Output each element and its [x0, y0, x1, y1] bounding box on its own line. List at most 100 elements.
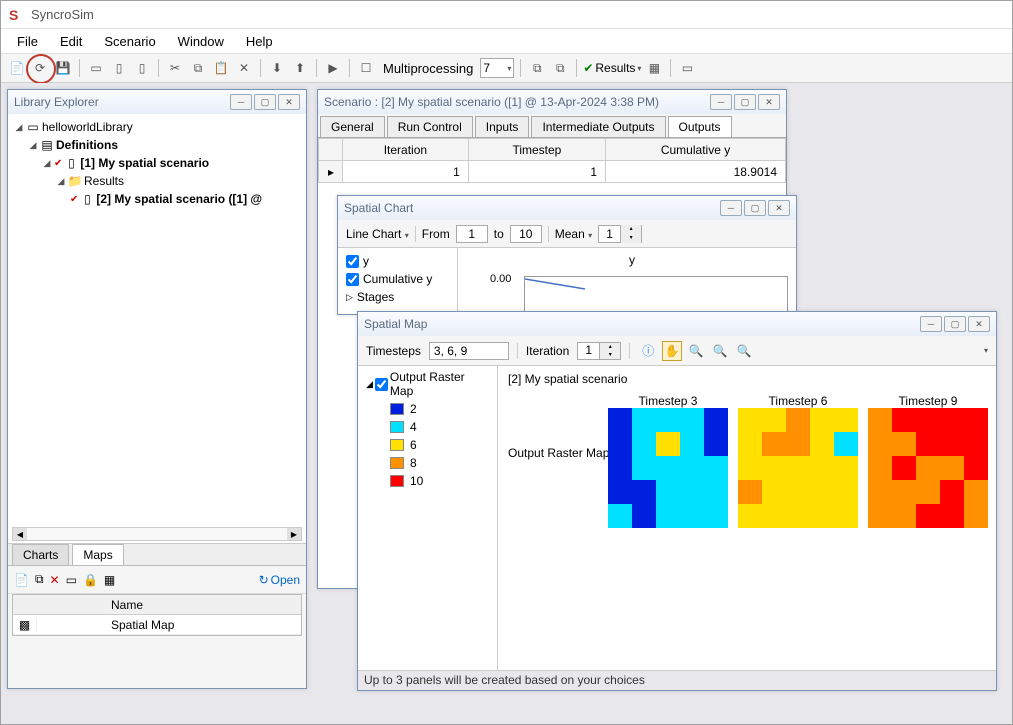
app-window: S SyncroSim File Edit Scenario Window He… — [0, 0, 1013, 725]
chart-title: Spatial Chart — [344, 201, 413, 215]
tree-definitions[interactable]: Definitions — [56, 138, 118, 152]
close-button[interactable]: ✕ — [278, 94, 300, 110]
maximize-button[interactable]: ▢ — [254, 94, 276, 110]
mp-count-input[interactable]: 7▾ — [480, 58, 514, 78]
maximize-button[interactable]: ▢ — [744, 200, 766, 216]
line-chart-dropdown[interactable]: Line Chart ▾ — [346, 227, 409, 241]
copy2-icon[interactable]: ⧉ — [527, 58, 547, 78]
raster-3 — [868, 408, 988, 528]
save-icon[interactable]: 💾 — [53, 58, 73, 78]
from-input[interactable] — [456, 225, 488, 243]
doc2-icon[interactable]: ▯ — [132, 58, 152, 78]
result-icon: ▯ — [80, 192, 94, 206]
tab-run-control[interactable]: Run Control — [387, 116, 473, 137]
import-icon[interactable]: ⬇ — [267, 58, 287, 78]
maximize-button[interactable]: ▢ — [944, 316, 966, 332]
map-item-icon: ▩ — [19, 618, 30, 632]
cut-icon[interactable]: ✂ — [165, 58, 185, 78]
library-tree: ◢▭helloworldLibrary ◢▤Definitions ◢✔▯[1]… — [8, 114, 306, 212]
menu-help[interactable]: Help — [236, 32, 283, 51]
legend-item: 6 — [366, 436, 489, 454]
play-icon[interactable]: ▶ — [323, 58, 343, 78]
tree-results[interactable]: Results — [84, 174, 124, 188]
tab-charts[interactable]: Charts — [12, 544, 69, 565]
open-button[interactable]: ↻ Open — [259, 573, 300, 587]
col-timestep: Timestep — [468, 139, 605, 161]
table-row[interactable]: ▸ 1 1 18.9014 — [319, 161, 786, 183]
doc1-icon[interactable]: ▯ — [109, 58, 129, 78]
db-icon[interactable]: ▭ — [86, 58, 106, 78]
menu-window[interactable]: Window — [168, 32, 234, 51]
close-button[interactable]: ✕ — [758, 94, 780, 110]
cumy-checkbox[interactable]: Cumulative y — [346, 270, 449, 288]
grid-map-icon[interactable]: ▦ — [104, 573, 115, 587]
tree-scenario1[interactable]: [1] My spatial scenario — [80, 156, 209, 170]
legend-item: 2 — [366, 400, 489, 418]
zoom-in-icon[interactable]: 🔍 — [710, 341, 730, 361]
col-cumy: Cumulative y — [606, 139, 786, 161]
zoom-out-icon[interactable]: 🔍 — [686, 341, 706, 361]
to-input[interactable] — [510, 225, 542, 243]
pan-icon[interactable]: ✋ — [662, 341, 682, 361]
tab-inputs[interactable]: Inputs — [475, 116, 530, 137]
copy3-icon[interactable]: ⧉ — [550, 58, 570, 78]
menu-scenario[interactable]: Scenario — [94, 32, 165, 51]
mean-spin[interactable]: 1▴▾ — [598, 225, 642, 243]
tree-scenario2[interactable]: [2] My spatial scenario ([1] @ — [96, 192, 262, 206]
minimize-button[interactable]: ─ — [230, 94, 252, 110]
stages-item[interactable]: ▷ Stages — [346, 288, 449, 306]
export-icon[interactable]: ⬆ — [290, 58, 310, 78]
copy-icon[interactable]: ⧉ — [188, 58, 208, 78]
run-icon[interactable]: ⟳ — [30, 58, 50, 78]
tree-library[interactable]: helloworldLibrary — [42, 120, 133, 134]
new-map-icon[interactable]: 📄 — [14, 573, 29, 587]
lock-map-icon[interactable]: 🔒 — [83, 573, 98, 587]
menu-file[interactable]: File — [7, 32, 48, 51]
map-row[interactable]: ▩Spatial Map — [13, 615, 301, 635]
paste-icon[interactable]: 📋 — [211, 58, 231, 78]
tab-general[interactable]: General — [320, 116, 385, 137]
map-row-label: Output Raster Map — [508, 446, 609, 460]
dup-map-icon[interactable]: ⧉ — [35, 572, 44, 587]
mean-dropdown[interactable]: Mean ▾ — [555, 227, 592, 241]
map-title: Spatial Map — [364, 317, 427, 331]
raster-2 — [738, 408, 858, 528]
library-icon: ▭ — [26, 120, 40, 134]
minimize-button[interactable]: ─ — [710, 94, 732, 110]
zoom-icon[interactable]: 🔍 — [734, 341, 754, 361]
menu-edit[interactable]: Edit — [50, 32, 92, 51]
library-explorer-window: Library Explorer ─ ▢ ✕ ◢▭helloworldLibra… — [7, 89, 307, 689]
window-icon[interactable]: ▭ — [677, 58, 697, 78]
close-button[interactable]: ✕ — [968, 316, 990, 332]
tab-intermediate[interactable]: Intermediate Outputs — [531, 116, 665, 137]
info-icon[interactable]: ⓘ — [638, 341, 658, 361]
y-checkbox[interactable]: y — [346, 252, 449, 270]
tab-outputs[interactable]: Outputs — [668, 116, 732, 137]
spatial-chart-window: Spatial Chart ─ ▢ ✕ Line Chart ▾ From to — [337, 195, 797, 315]
ts-label-1: Timestep 3 — [608, 394, 728, 408]
minimize-button[interactable]: ─ — [920, 316, 942, 332]
square-icon[interactable]: ☐ — [356, 58, 376, 78]
chart-plot — [524, 276, 788, 312]
iteration-spin[interactable]: 1▴▾ — [577, 342, 621, 360]
minimize-button[interactable]: ─ — [720, 200, 742, 216]
timesteps-input[interactable] — [429, 342, 509, 360]
del-map-icon[interactable]: ✕ — [50, 573, 60, 587]
y-axis-label: 0.00 — [490, 273, 511, 285]
map-scenario-name: [2] My spatial scenario — [508, 372, 627, 386]
db-map-icon[interactable]: ▭ — [66, 573, 77, 587]
legend-item: 10 — [366, 472, 489, 490]
scrollbar-horizontal[interactable]: ◀▶ — [12, 527, 302, 541]
maximize-button[interactable]: ▢ — [734, 94, 756, 110]
workspace: Library Explorer ─ ▢ ✕ ◢▭helloworldLibra… — [1, 83, 1012, 724]
grid-icon[interactable]: ▦ — [644, 58, 664, 78]
folder-icon: 📁 — [68, 174, 82, 188]
new-icon[interactable]: 📄 — [7, 58, 27, 78]
close-button[interactable]: ✕ — [768, 200, 790, 216]
more-icon[interactable]: ▾ — [984, 346, 988, 355]
map-footer: Up to 3 panels will be created based on … — [358, 670, 996, 690]
legend-title[interactable]: ◢ Output Raster Map — [366, 370, 489, 398]
tab-maps[interactable]: Maps — [72, 544, 123, 565]
delete-icon[interactable]: ✕ — [234, 58, 254, 78]
results-dropdown[interactable]: ✔Results ▾ — [583, 61, 641, 75]
